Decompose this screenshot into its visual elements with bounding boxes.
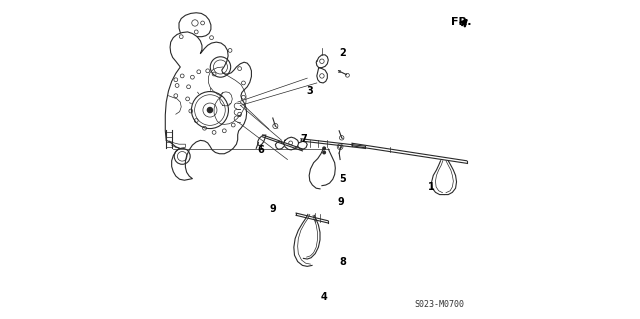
Text: 8: 8 [339,256,346,267]
Text: FR.: FR. [451,17,471,27]
Text: 9: 9 [269,204,276,214]
Text: 1: 1 [428,182,435,192]
Circle shape [323,147,325,150]
Circle shape [207,108,212,113]
Text: 9: 9 [337,197,344,207]
Circle shape [323,151,325,154]
Text: 7: 7 [300,134,307,144]
Text: 2: 2 [340,48,346,58]
Text: 3: 3 [307,86,313,96]
Text: 4: 4 [321,292,327,302]
Text: 6: 6 [258,145,264,155]
Text: S023-M0700: S023-M0700 [415,300,465,309]
Text: 5: 5 [340,174,346,184]
